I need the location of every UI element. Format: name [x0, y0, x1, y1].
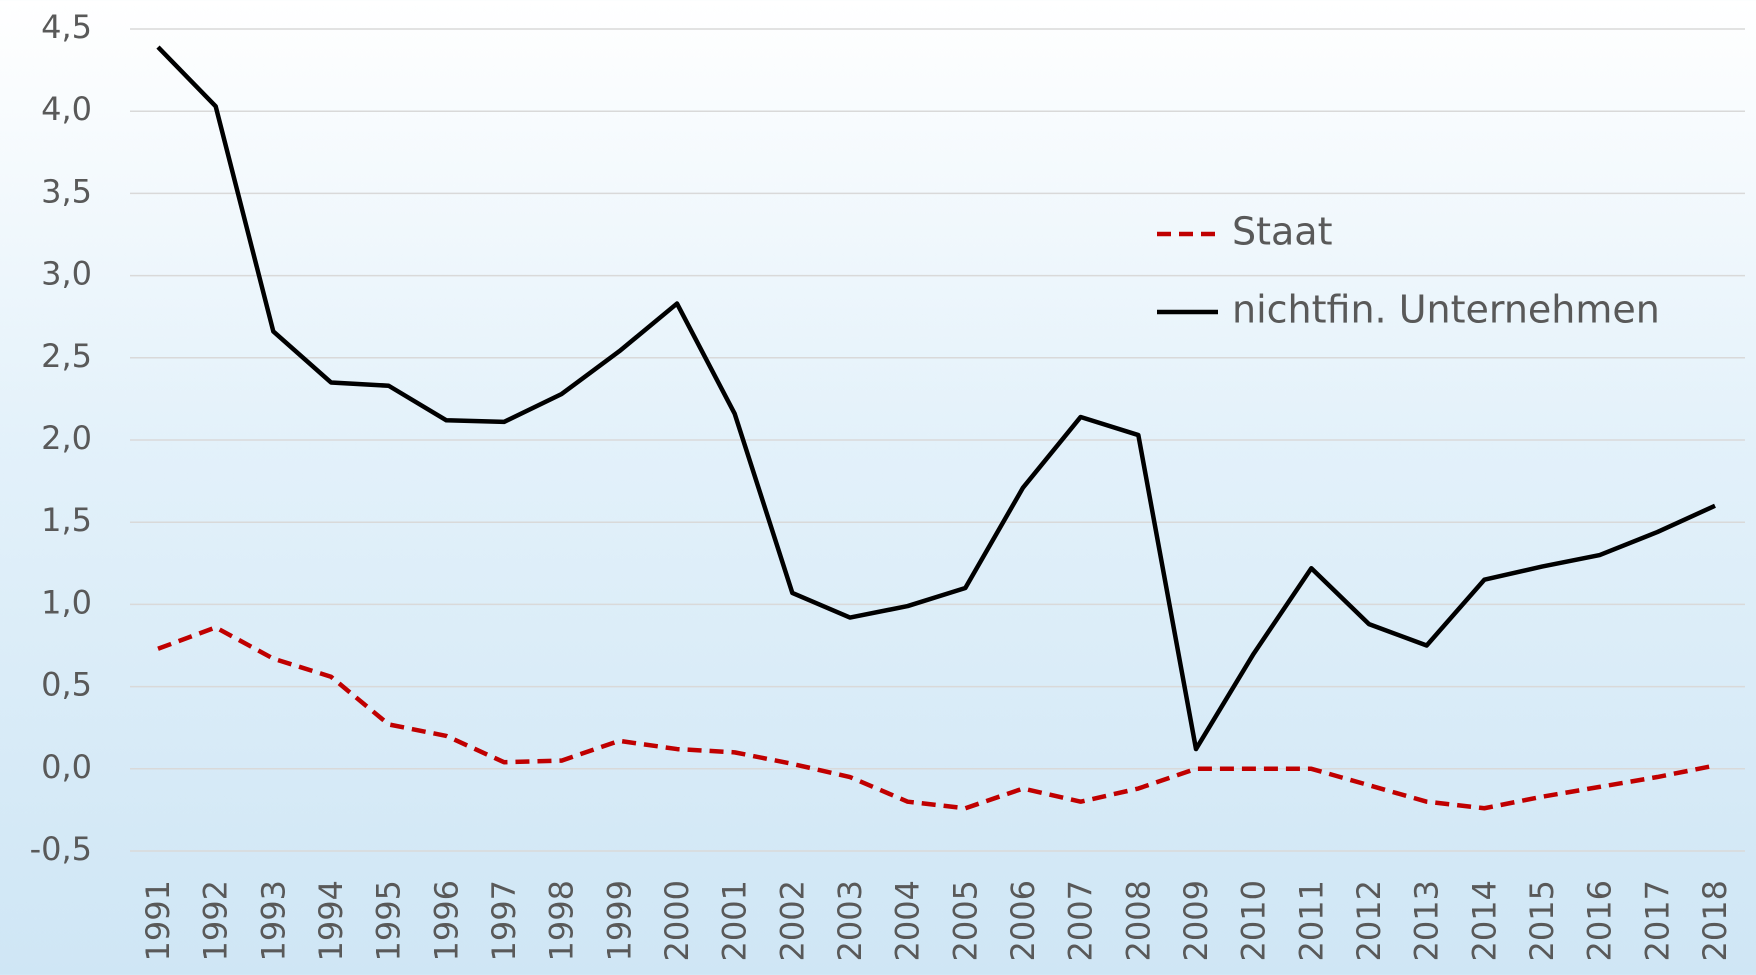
y-tick-label: 2,0	[41, 419, 92, 457]
x-tick-label: 2011	[1292, 880, 1330, 961]
y-tick-label: 4,0	[41, 90, 92, 128]
x-tick-label: 1998	[543, 880, 581, 961]
x-tick-label: 2009	[1177, 880, 1215, 961]
x-tick-label: 2015	[1523, 880, 1561, 961]
x-tick-label: 2003	[831, 880, 869, 961]
x-tick-label: 1993	[254, 880, 292, 961]
x-tick-label: 2004	[889, 880, 927, 961]
y-tick-label: 1,5	[41, 501, 92, 539]
x-tick-label: 2010	[1235, 880, 1273, 961]
x-tick-label: 2006	[1004, 880, 1042, 961]
x-tick-label: 2007	[1062, 880, 1100, 961]
y-tick-label: 0,5	[41, 666, 92, 704]
x-tick-label: 1995	[370, 880, 408, 961]
y-tick-label: 3,0	[41, 255, 92, 293]
x-tick-label: 2013	[1408, 880, 1446, 961]
y-tick-label: -0,5	[30, 830, 92, 868]
legend-label: Staat	[1232, 210, 1333, 254]
x-tick-label: 1994	[312, 880, 350, 961]
y-tick-label: 3,5	[41, 172, 92, 210]
x-tick-label: 2017	[1638, 880, 1676, 961]
x-tick-label: 1997	[485, 880, 523, 961]
x-tick-label: 2000	[658, 880, 696, 961]
x-tick-label: 2001	[716, 880, 754, 961]
x-tick-label: 1999	[600, 880, 638, 961]
x-tick-label: 2002	[773, 880, 811, 961]
x-tick-label: 2016	[1581, 880, 1619, 961]
data-line	[157, 625, 1716, 811]
legend-label: nichtfin. Unternehmen	[1232, 288, 1660, 332]
x-tick-label: 1991	[139, 880, 177, 961]
x-tick-label: 1992	[197, 880, 235, 961]
data-line	[156, 45, 1716, 752]
y-tick-label: 4,5	[41, 8, 92, 46]
y-tick-label: 0,0	[41, 748, 92, 786]
y-tick-label: 1,0	[41, 583, 92, 621]
y-tick-label: 2,5	[41, 337, 92, 375]
x-tick-label: 2012	[1350, 880, 1388, 961]
x-tick-label: 2008	[1119, 880, 1157, 961]
x-tick-label: 2005	[946, 880, 984, 961]
x-tick-label: 2018	[1696, 880, 1734, 961]
x-tick-label: 1996	[427, 880, 465, 961]
x-tick-label: 2014	[1465, 880, 1503, 961]
